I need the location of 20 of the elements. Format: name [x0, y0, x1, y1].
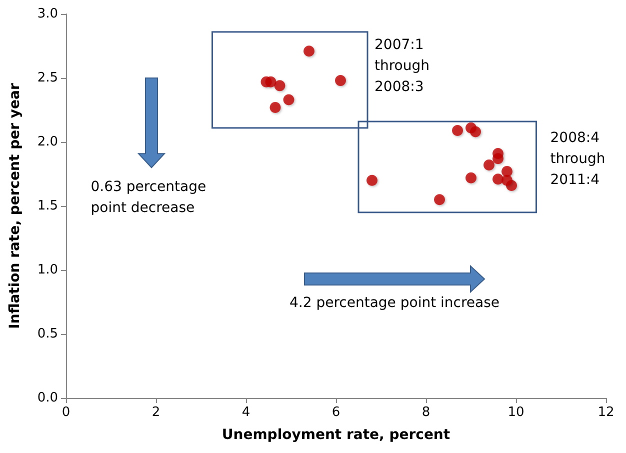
annotation: 0.63 percentage point decrease: [90, 178, 206, 218]
x-axis-title: Unemployment rate, percent: [222, 427, 450, 443]
annotation: 4.2 percentage point increase: [290, 294, 500, 314]
x-tick-label: 12: [598, 405, 614, 420]
x-tick-label: 10: [508, 405, 524, 420]
x-tick-label: 8: [422, 405, 430, 420]
x-tick-label: 6: [332, 405, 340, 420]
x-tick-label: 4: [242, 405, 250, 420]
y-tick-label: 1.5: [37, 198, 58, 214]
x-tick-label: 0: [62, 405, 70, 420]
y-axis-title: Inflation rate, percent per year: [7, 83, 23, 329]
y-tick-label: 3.0: [37, 6, 58, 22]
y-tick-label: 1.0: [37, 262, 58, 278]
x-tick-label: 2: [152, 405, 160, 420]
y-tick-label: 2.0: [37, 134, 58, 150]
y-tick-label: 0.0: [37, 390, 58, 406]
y-tick-label: 2.5: [37, 70, 58, 86]
y-tick-label: 0.5: [37, 326, 58, 342]
annotation: 2008:4 through 2011:4: [550, 128, 606, 190]
annotation: 2007:1 through 2008:3: [374, 36, 430, 97]
